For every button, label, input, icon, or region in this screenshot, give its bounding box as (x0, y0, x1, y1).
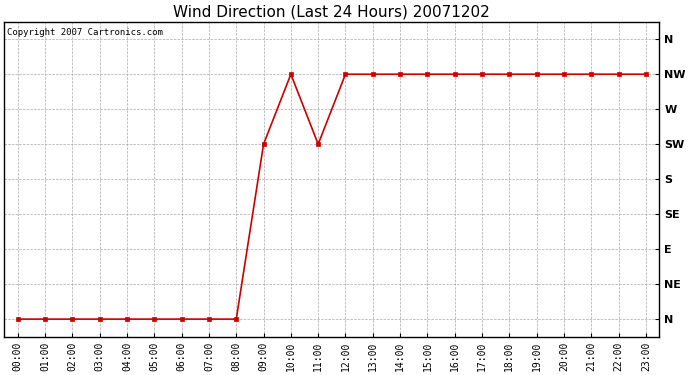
Text: Copyright 2007 Cartronics.com: Copyright 2007 Cartronics.com (8, 28, 164, 37)
Title: Wind Direction (Last 24 Hours) 20071202: Wind Direction (Last 24 Hours) 20071202 (173, 4, 490, 19)
